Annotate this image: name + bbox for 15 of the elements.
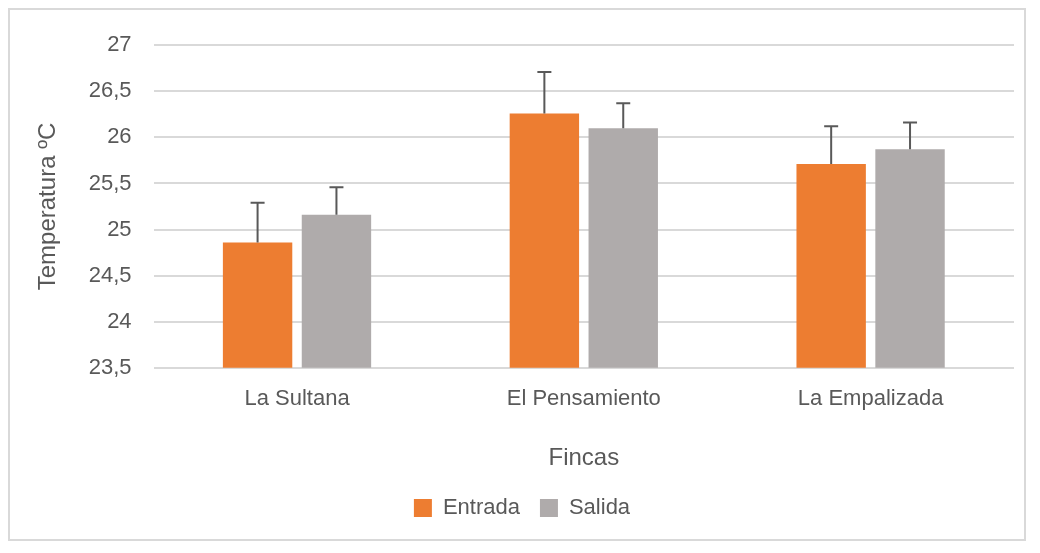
x-axis-title: Fincas xyxy=(548,443,620,471)
y-tick-label: 25,5 xyxy=(88,169,132,195)
legend-label: Entrada xyxy=(442,494,521,520)
x-tick-label: La Empalizada xyxy=(797,385,945,411)
x-tick-label: La Sultana xyxy=(244,385,351,411)
x-tick-label: El Pensamiento xyxy=(506,385,661,411)
y-tick-label: 24 xyxy=(107,307,132,333)
y-tick-label: 25 xyxy=(107,215,132,241)
y-tick-label: 26 xyxy=(107,123,132,149)
y-axis-title: Temperatura ºC xyxy=(33,122,61,291)
y-tick-label: 23,5 xyxy=(88,353,132,379)
legend-label: Salida xyxy=(568,494,631,520)
y-tick-label: 27 xyxy=(107,31,132,57)
y-tick-label: 26,5 xyxy=(88,77,132,103)
y-tick-label: 24,5 xyxy=(88,261,132,287)
